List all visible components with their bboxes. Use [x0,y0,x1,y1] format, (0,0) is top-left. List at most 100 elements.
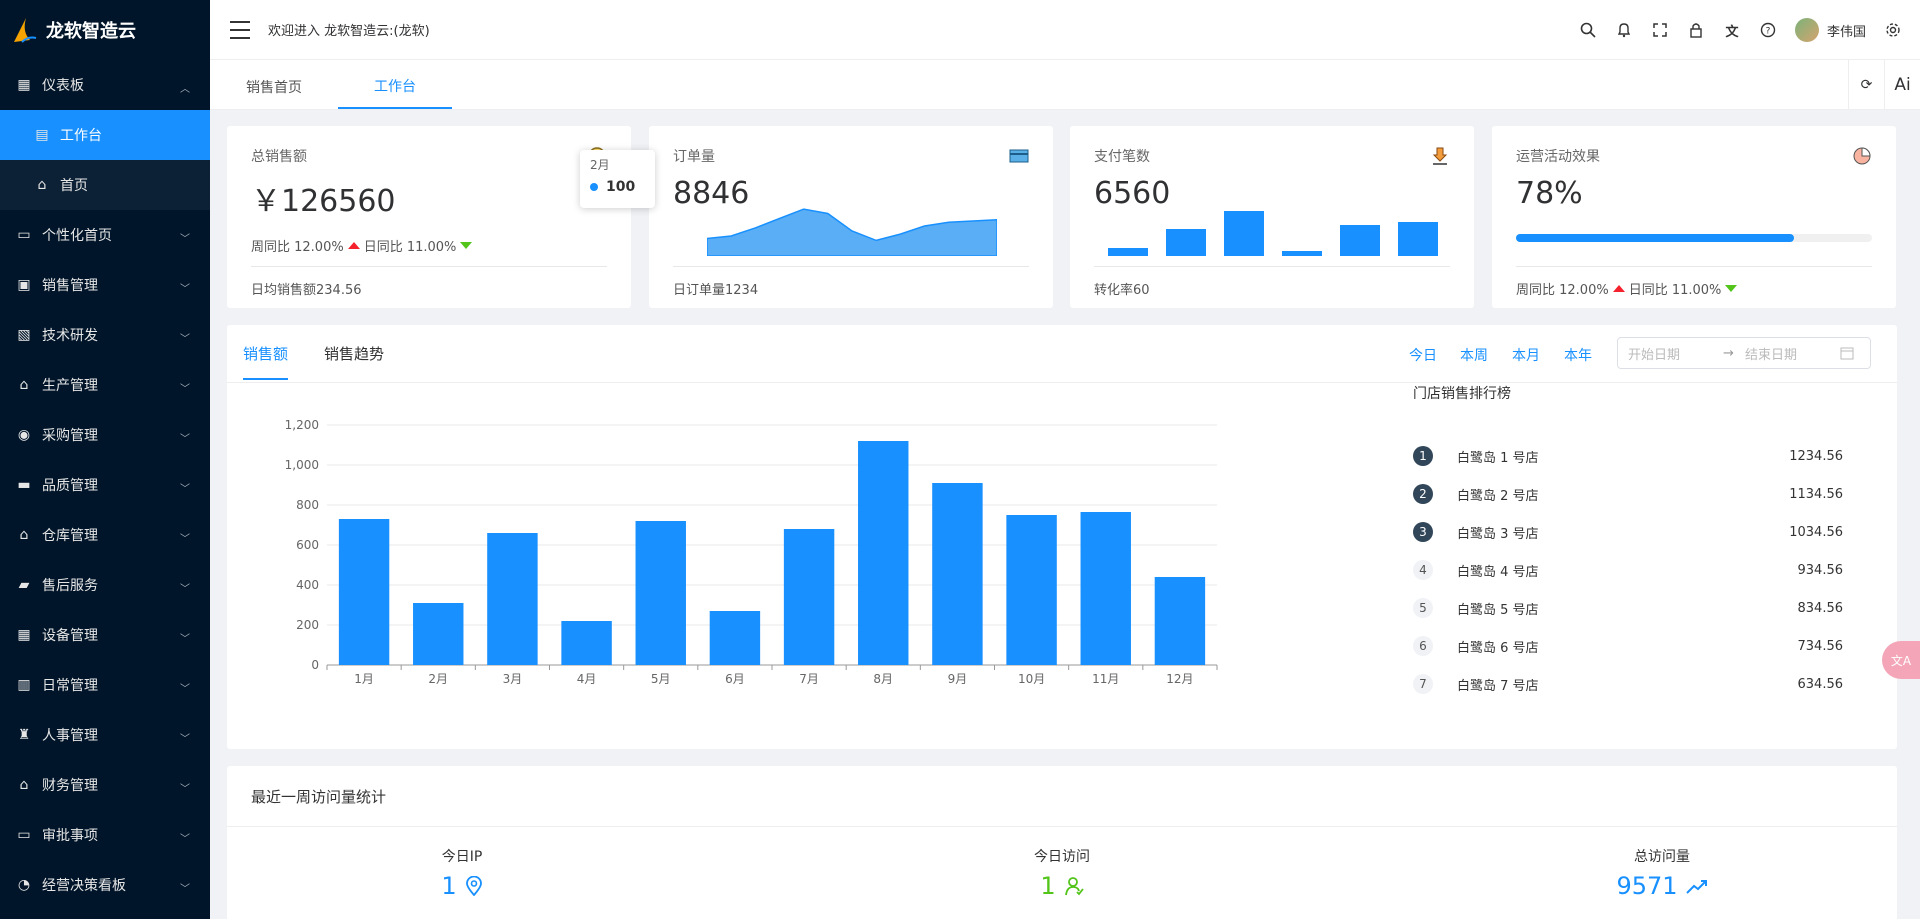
pie-chart-icon [1853,147,1871,165]
range-year[interactable]: 本年 [1564,348,1592,364]
bell-icon[interactable] [1615,21,1633,39]
user-name[interactable]: 李伟国 [1826,24,1866,40]
y-tick-label: 200 [296,618,319,632]
stat-footer: 日订单量1234 [673,266,1029,298]
avatar[interactable] [1794,18,1819,42]
bar [1080,512,1131,665]
menu-decision[interactable]: ◔ 经营决策看板 ﹀ [0,860,210,910]
chevron-down-icon: ﹀ [180,434,190,445]
menu-personal-home[interactable]: ▭ 个性化首页 ﹀ [0,210,210,260]
range-today[interactable]: 今日 [1409,348,1437,364]
stat-label: 订单量 [673,149,715,165]
chevron-up-icon: ︿ [180,84,190,95]
menu-device[interactable]: ▦ 设备管理 ﹀ [0,610,210,660]
quality-icon: ▬ [17,477,31,493]
lock-icon[interactable] [1687,21,1705,39]
y-tick-label: 0 [311,658,319,672]
menu-label: 首页 [60,178,88,194]
menu-workbench[interactable]: ▤ 工作台 [0,110,210,160]
x-tick-label: 6月 [725,672,745,686]
menu-toggle-icon[interactable] [230,20,250,39]
y-tick-label: 1,000 [285,458,319,472]
menu-warehouse[interactable]: ⌂ 仓库管理 ﹀ [0,510,210,560]
range-week[interactable]: 本周 [1460,348,1488,364]
menu-quality[interactable]: ▬ 品质管理 ﹀ [0,460,210,510]
card-icon [1009,149,1029,163]
store-name: 白鹭岛 3 号店 [1457,526,1539,542]
x-tick-label: 7月 [799,672,819,686]
menu-dashboard[interactable]: ▦ 仪表板 ︿ [0,60,210,110]
tab-workbench[interactable]: 工作台 [338,65,452,109]
brand: 龙软智造云 [0,0,210,60]
menu-label: 采购管理 [42,428,98,444]
rank-badge: 3 [1413,522,1433,542]
bar [635,521,686,665]
trend-day: 日同比 11.00% [1628,283,1722,298]
chevron-down-icon: ﹀ [180,284,190,295]
menu-label: 品质管理 [42,478,98,494]
refresh-icon[interactable]: ⟳ [1848,60,1884,110]
chevron-down-icon: ﹀ [180,484,190,495]
chevron-down-icon: ﹀ [180,384,190,395]
menu-service[interactable]: ▰ 售后服务 ﹀ [0,560,210,610]
menu-production[interactable]: ⌂ 生产管理 ﹀ [0,360,210,410]
translate-icon[interactable]: 文 [1725,24,1739,40]
translate-float-button[interactable]: 文A [1882,641,1920,679]
calendar-icon [1840,347,1854,360]
end-date-input[interactable]: 结束日期 [1745,347,1798,363]
stat-card-payments: 支付笔数 6560 转化率60 [1070,126,1474,308]
bar [413,603,464,665]
menu-hr[interactable]: ♜ 人事管理 ﹀ [0,710,210,760]
chevron-down-icon: ﹀ [180,584,190,595]
menu-home[interactable]: ⌂ 首页 [0,160,210,210]
tab-sales-amount[interactable]: 销售额 [243,343,289,380]
finance-icon: ⌂ [19,777,29,793]
payment-bar [1398,222,1438,256]
visit-stat-today: 今日访问 1 [997,846,1127,900]
tab-sales-trend[interactable]: 销售趋势 [324,345,385,363]
menu-label: 日常管理 [42,678,98,694]
orders-area [707,208,997,256]
rank-badge: 1 [1413,446,1433,466]
stat-value: ￥126560 [251,184,396,219]
fullscreen-icon[interactable] [1651,21,1669,39]
chevron-down-icon: ﹀ [180,334,190,345]
ai-button[interactable]: Ai [1884,60,1920,110]
menu-approval[interactable]: ▭ 审批事项 ﹀ [0,810,210,860]
help-icon[interactable]: ? [1759,21,1777,39]
chevron-down-icon: ﹀ [180,534,190,545]
chevron-down-icon: ﹀ [180,684,190,695]
store-name: 白鹭岛 2 号店 [1457,488,1539,504]
gear-icon[interactable] [1884,21,1902,39]
visit-value: 1 [1040,872,1056,900]
tab-sales-home[interactable]: 销售首页 [246,80,302,96]
start-date-input[interactable]: 开始日期 [1628,347,1681,363]
stat-value: 78% [1516,176,1583,211]
user-icon [1064,877,1084,896]
hr-icon: ♜ [17,727,31,743]
store-value: 1034.56 [1789,524,1843,540]
x-tick-label: 1月 [354,672,374,686]
bar [338,519,390,665]
stat-card-orders: 订单量 8846 日订单量1234 [649,126,1053,308]
approval-icon: ▭ [17,827,31,843]
tooltip-value: 100 [606,179,636,195]
ranking-row: 3 白鹭岛 3 号店 1034.56 [1413,521,1873,543]
y-tick-label: 1,200 [285,418,319,432]
payment-bar [1282,251,1322,256]
x-tick-label: 12月 [1166,672,1193,686]
rank-badge: 5 [1413,598,1433,618]
menu-daily[interactable]: ▥ 日常管理 ﹀ [0,660,210,710]
visit-label: 今日访问 [1034,849,1090,865]
date-range-picker[interactable]: 开始日期 → 结束日期 [1617,337,1871,369]
menu-research[interactable]: ▧ 技术研发 ﹀ [0,310,210,360]
menu-label: 工作台 [60,128,102,144]
rank-badge: 7 [1413,674,1433,694]
menu-sales[interactable]: ▣ 销售管理 ﹀ [0,260,210,310]
menu-purchase[interactable]: ◉ 采购管理 ﹀ [0,410,210,460]
search-icon[interactable] [1579,21,1597,39]
service-icon: ▰ [18,577,30,593]
bar [1154,577,1206,665]
range-month[interactable]: 本月 [1512,348,1540,364]
menu-finance[interactable]: ⌂ 财务管理 ﹀ [0,760,210,810]
